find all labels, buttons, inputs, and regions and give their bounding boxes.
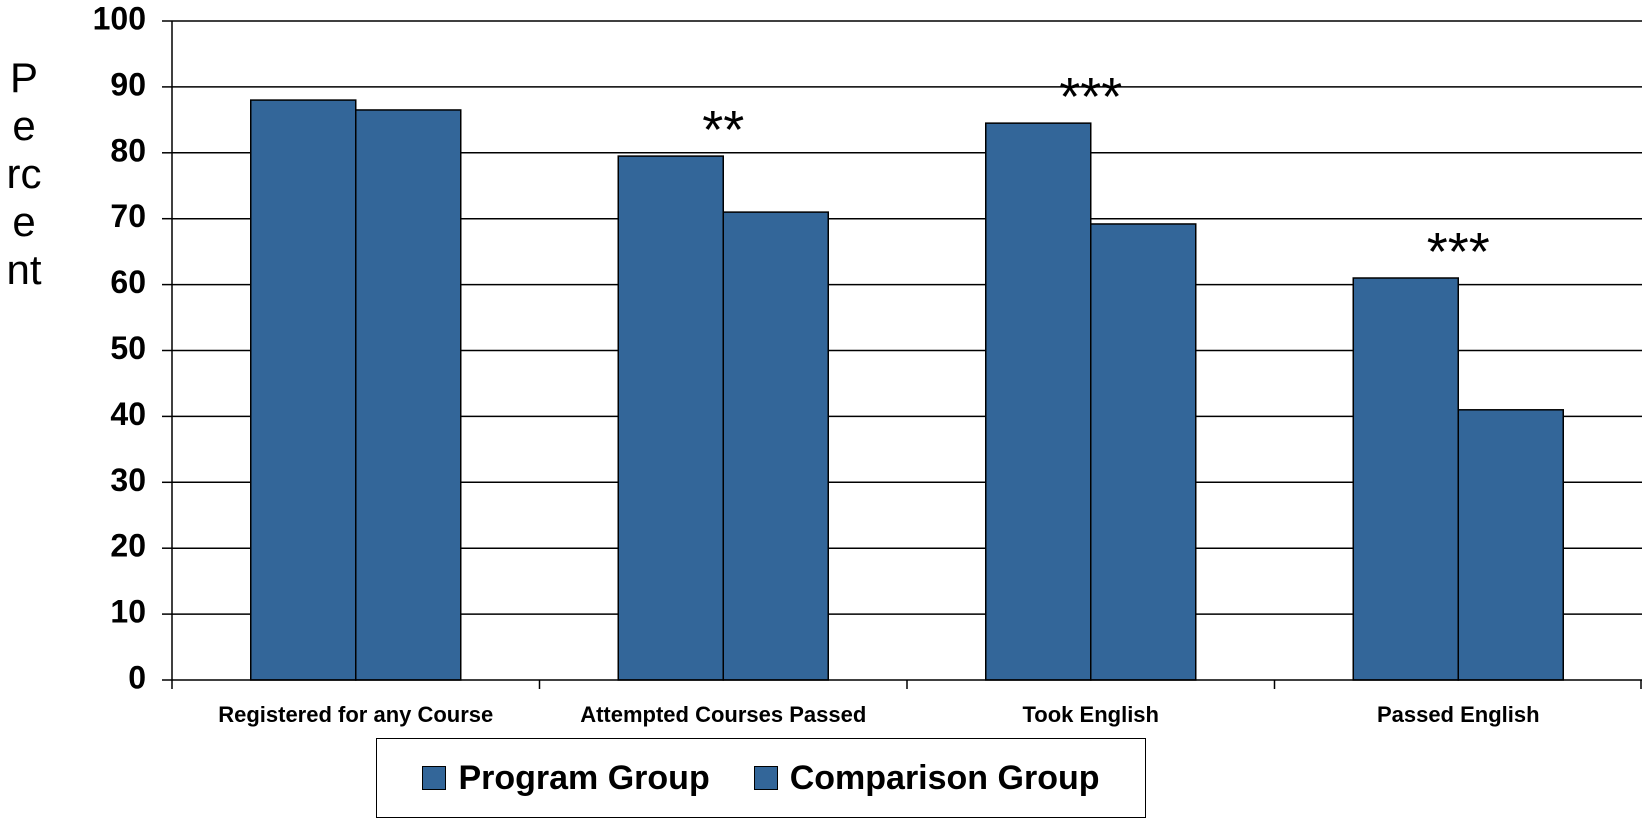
bars [250,99,1564,681]
significance-label: *** [1059,67,1122,127]
y-tick-label: 70 [110,198,146,234]
x-tick-label: Registered for any Course [218,702,493,727]
y-tick-label: 0 [128,659,146,695]
y-tick-label: 80 [110,132,146,168]
x-tick-label: Passed English [1377,702,1540,727]
legend-entry-program: Program Group [422,758,710,798]
y-tick-label: 20 [110,528,146,564]
x-tick-label: Attempted Courses Passed [580,702,866,727]
legend-label-program: Program Group [458,758,710,797]
y-tick-label: 50 [110,330,146,366]
x-tick-label: Took English [1023,702,1159,727]
bar-program [985,122,1092,681]
significance-label: *** [1427,222,1490,282]
y-tick-label: 60 [110,264,146,300]
bar-program [250,99,357,681]
significance-annotations: ******** [702,67,1490,282]
significance-label: ** [702,100,744,160]
y-tick-label: 10 [110,594,146,630]
legend-swatch-program [422,766,447,790]
legend-label-comparison: Comparison Group [789,758,1100,797]
y-axis-ticks: 0 10 20 30 40 50 60 70 80 90 100 [93,0,172,695]
y-axis-label: Percent [6,54,42,293]
bar-program [1352,277,1459,681]
y-tick-label: 30 [110,462,146,498]
legend-swatch-comparison [753,766,778,790]
y-tick-label: 40 [110,396,146,432]
bar-program [617,155,724,681]
legend: Program Group Comparison Group [376,738,1146,818]
bar-comparison [1090,223,1197,681]
bar-comparison [355,109,462,681]
bar-comparison [722,211,829,681]
legend-entry-comparison: Comparison Group [753,758,1100,798]
y-tick-label: 100 [93,0,146,36]
bar-comparison [1457,409,1564,681]
x-axis-ticks: Registered for any Course Attempted Cours… [171,680,1642,727]
y-tick-label: 90 [110,66,146,102]
